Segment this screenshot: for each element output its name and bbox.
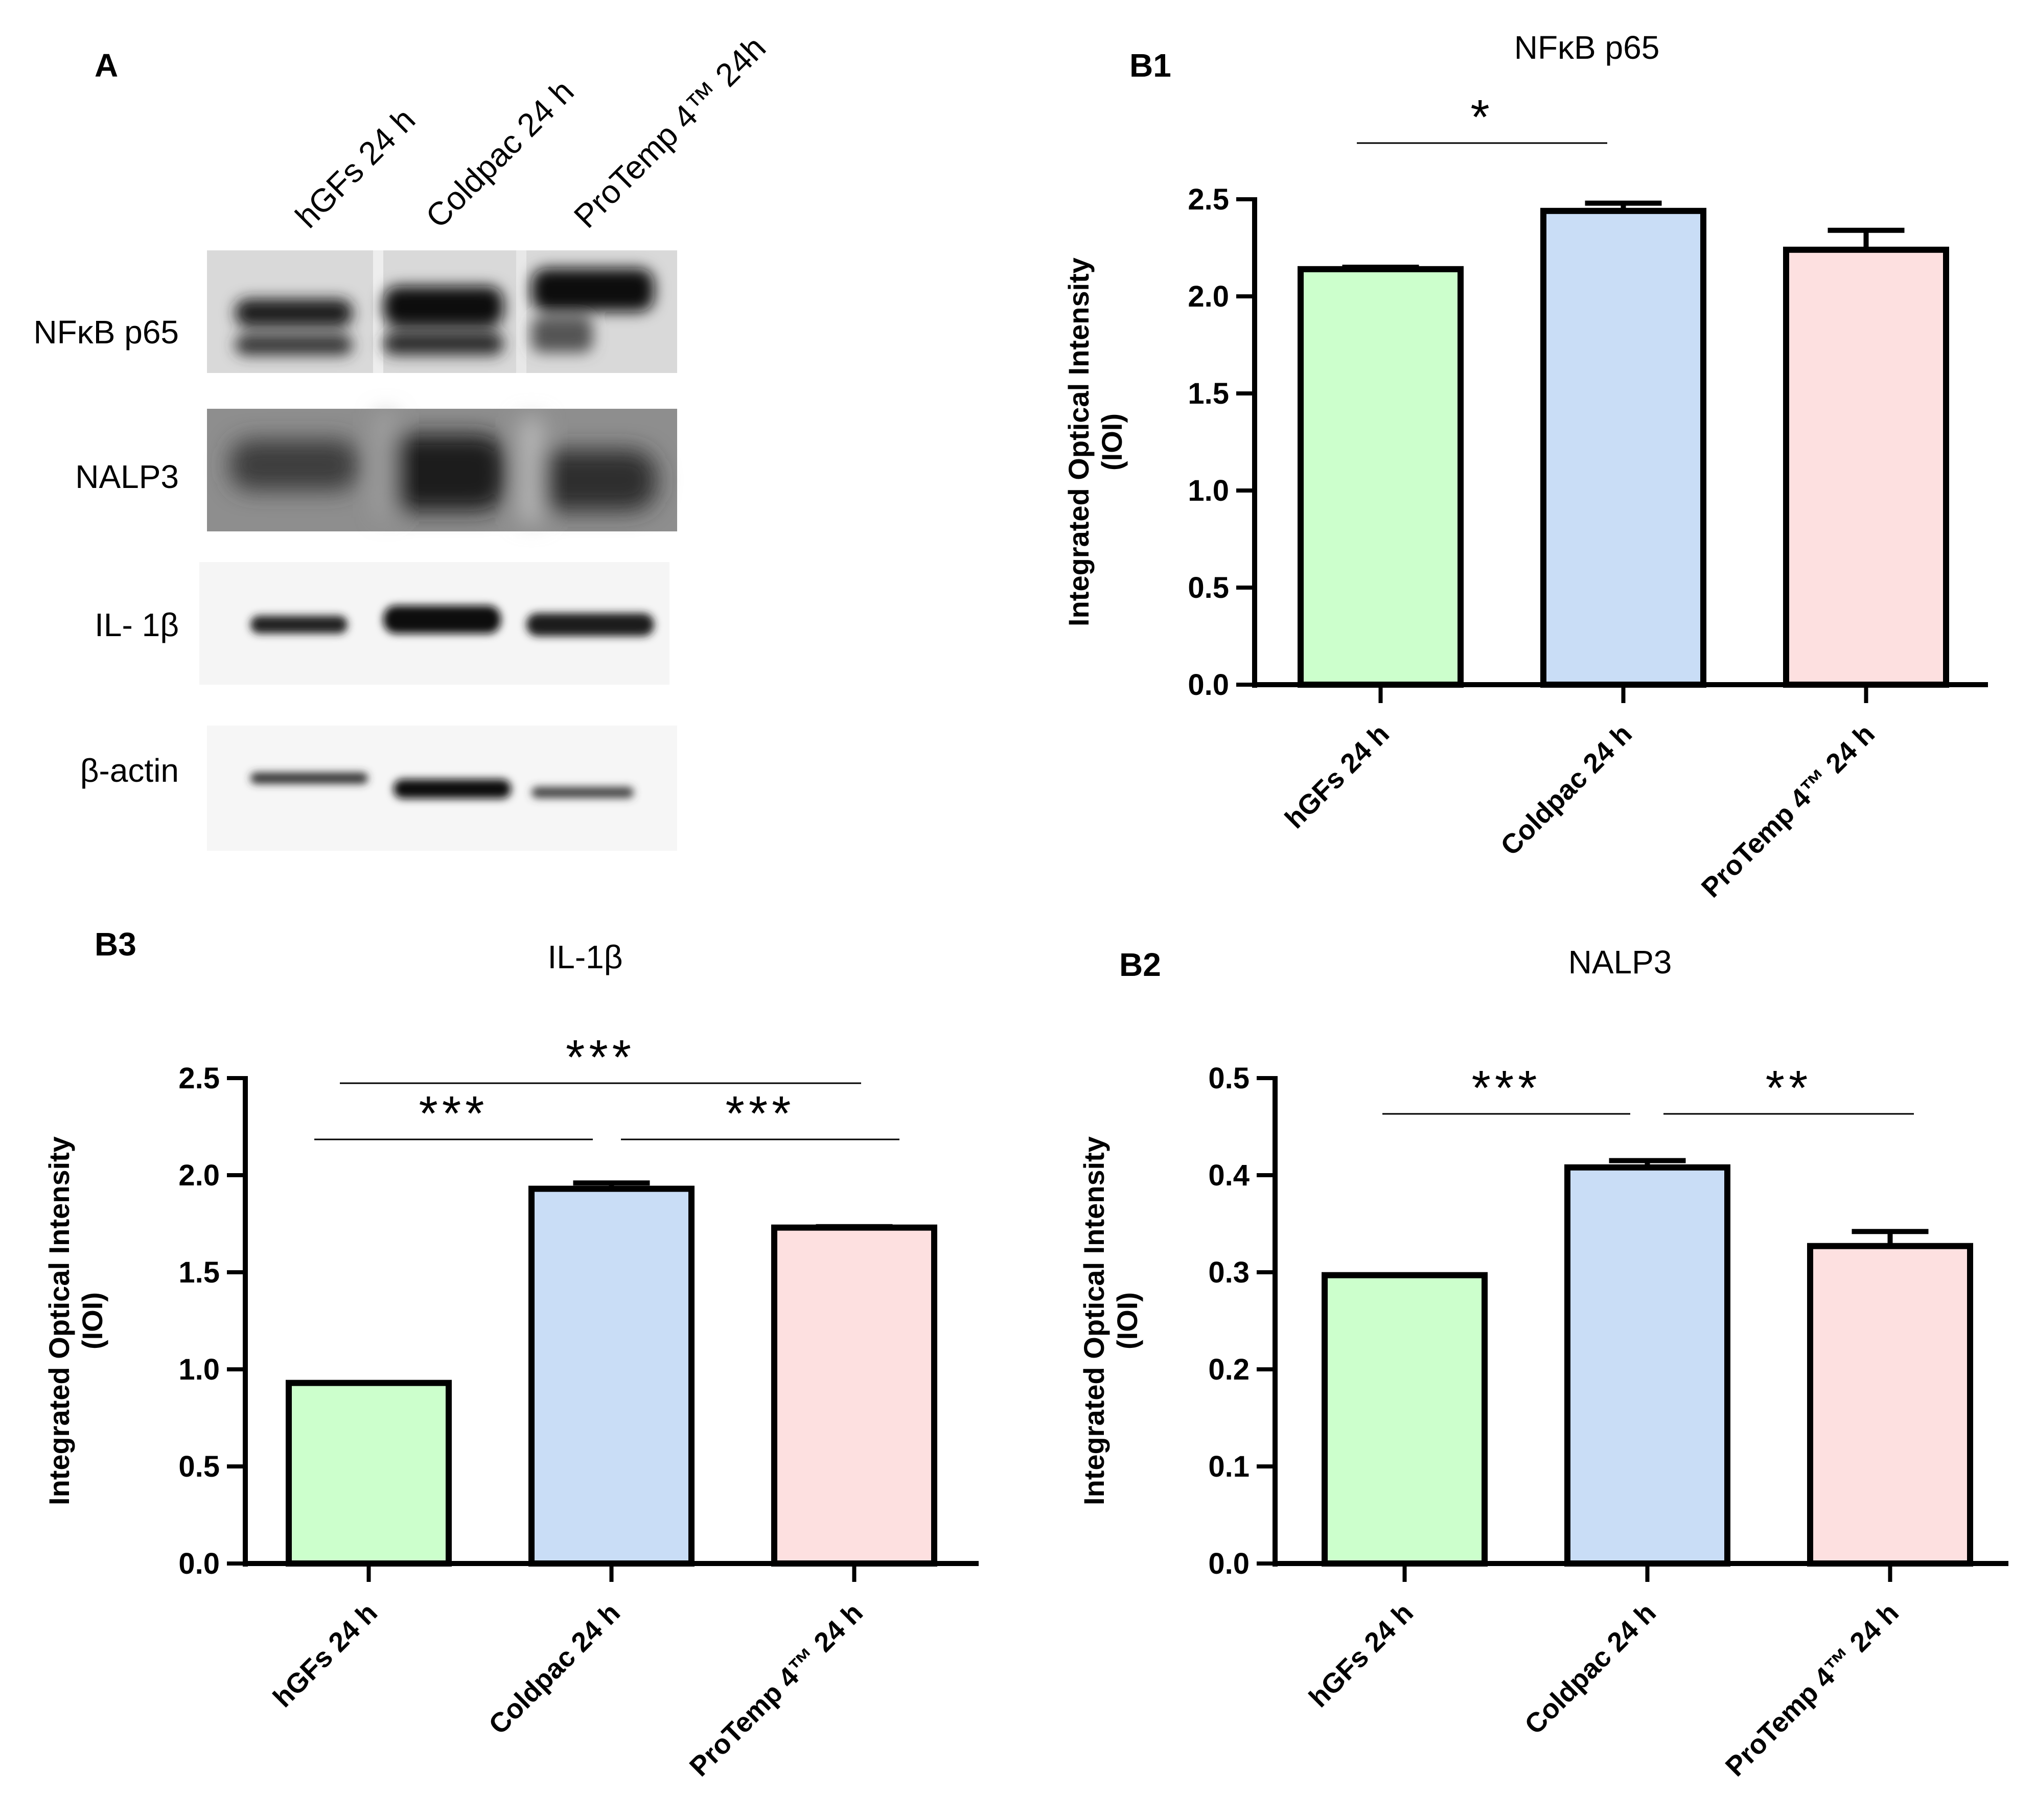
blot-strip-beta-actin (207, 726, 677, 851)
y-tick-label: 1.0 (1188, 474, 1229, 507)
blot-strip-nalp3 (207, 409, 677, 531)
y-tick-label: 1.5 (1188, 377, 1229, 410)
bar (1564, 1164, 1730, 1567)
significance-label: *** (725, 1086, 795, 1141)
y-tick-label: 1.0 (178, 1353, 220, 1386)
y-axis-label: (IOI) (1111, 1292, 1143, 1349)
x-tick-label: Coldpac 24 h (1495, 718, 1638, 861)
blot-strip-il1b (199, 562, 669, 685)
blot-lane-label: hGFs 24 h (288, 101, 422, 235)
y-tick-label: 0.3 (1208, 1256, 1250, 1289)
blot-row-label: NFκB p65 (33, 314, 179, 351)
y-tick-label: 0.0 (1188, 668, 1229, 702)
western-blot: hGFs 24 h Coldpac 24 h ProTemp 4™ 24h NF… (33, 29, 773, 851)
x-tick-label: Coldpac 24 h (1519, 1597, 1662, 1740)
y-tick-label: 1.5 (178, 1256, 220, 1289)
x-tick-label: Coldpac 24 h (483, 1597, 626, 1740)
y-tick-label: 2.0 (1188, 280, 1229, 313)
bar (528, 1185, 695, 1567)
y-tick-label: 0.1 (1208, 1450, 1250, 1483)
y-axis-label: (IOI) (76, 1292, 108, 1349)
x-tick-label: hGFs 24 h (1303, 1597, 1419, 1713)
chart-title: NFκB p65 (1514, 29, 1660, 66)
x-tick-label: ProTemp 4™ 24 h (1696, 718, 1881, 903)
y-tick-label: 0.4 (1208, 1159, 1250, 1192)
y-axis-label: Integrated Optical Intensity (1062, 258, 1095, 626)
y-tick-label: 0.2 (1208, 1353, 1250, 1386)
significance-label: *** (419, 1086, 488, 1141)
panel-letter-b1: B1 (1129, 47, 1171, 84)
y-tick-label: 0.5 (1188, 571, 1229, 604)
chart-nfkb-p65: NFκB p65 Integrated Optical Intensity (IOI… (1062, 29, 1988, 903)
y-tick-label: 0.0 (1208, 1547, 1250, 1580)
blot-row-label: β-actin (80, 752, 179, 789)
panel-letter-b3: B3 (95, 926, 136, 963)
bar (1540, 207, 1706, 688)
significance-label: *** (1471, 1061, 1541, 1115)
bar (1322, 1272, 1488, 1567)
y-tick-label: 0.5 (178, 1450, 220, 1483)
bar (286, 1380, 452, 1567)
blot-lane-label: ProTemp 4™ 24h (567, 29, 773, 235)
significance-label: *** (566, 1030, 635, 1085)
x-tick-label: hGFs 24 h (1279, 718, 1395, 834)
y-tick-label: 2.5 (178, 1062, 220, 1095)
y-tick-label: 0.5 (1208, 1062, 1250, 1095)
significance-label: * (1470, 90, 1493, 145)
bar (1298, 266, 1464, 688)
blot-row-label: NALP3 (75, 458, 179, 495)
chart-nalp3: NALP3 Integrated Optical Intensity (IOI) 0.… (1078, 944, 2008, 1782)
blot-strip-nfkb (207, 250, 677, 373)
chart-il-1b: IL-1β Integrated Optical Intensity (IOI) 0.… (43, 939, 979, 1782)
blot-lane-label: Coldpac 24 h (419, 73, 581, 235)
bar (771, 1224, 937, 1567)
x-tick-label: hGFs 24 h (267, 1597, 383, 1713)
panel-letter-b2: B2 (1119, 946, 1161, 983)
y-axis-label: (IOI) (1096, 413, 1128, 471)
significance-label: ** (1766, 1061, 1812, 1115)
y-tick-label: 2.0 (178, 1159, 220, 1192)
chart-title: IL-1β (547, 939, 622, 975)
bar (1783, 246, 1949, 688)
blot-row-label: IL- 1β (95, 606, 179, 643)
x-tick-label: ProTemp 4™ 24 h (684, 1597, 869, 1782)
y-axis-label: Integrated Optical Intensity (1078, 1136, 1110, 1505)
y-tick-label: 2.5 (1188, 183, 1229, 216)
y-tick-label: 0.0 (178, 1547, 220, 1580)
chart-title: NALP3 (1568, 944, 1672, 981)
panel-letter-a: A (95, 47, 118, 84)
bar (1807, 1243, 1973, 1567)
y-axis-label: Integrated Optical Intensity (43, 1136, 75, 1505)
x-tick-label: ProTemp 4™ 24 h (1720, 1597, 1905, 1782)
